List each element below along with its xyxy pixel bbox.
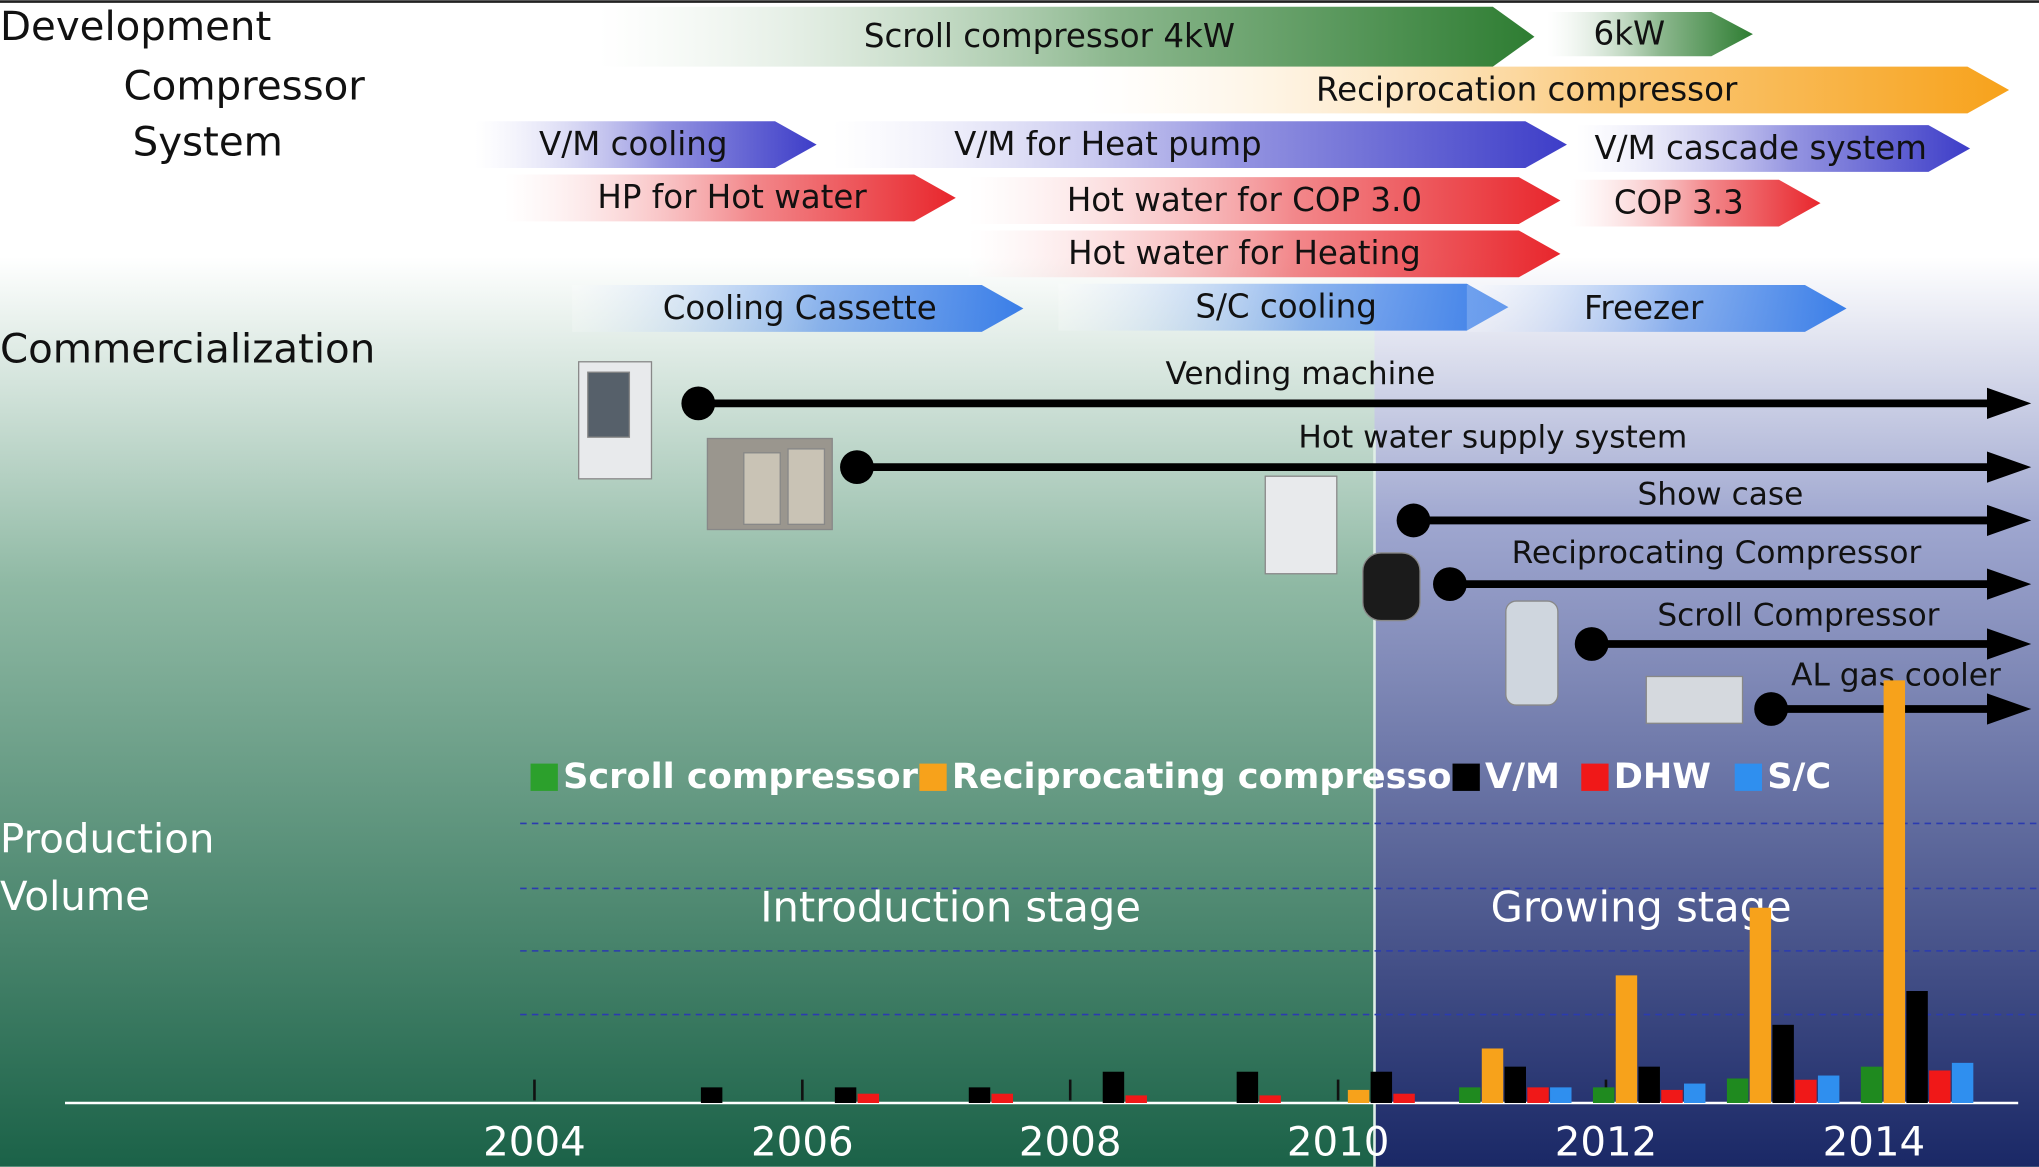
timeline-start — [1575, 627, 1609, 661]
bar — [1638, 1067, 1659, 1103]
bar — [1505, 1067, 1526, 1103]
arrow-label: Scroll compressor 4kW — [864, 17, 1235, 55]
bar — [1727, 1078, 1748, 1103]
timeline-start — [1754, 692, 1788, 726]
timeline-label: Scroll Compressor — [1657, 598, 1939, 634]
page: {"headings": {"development": "Developmen… — [0, 0, 2039, 1167]
bar — [1125, 1095, 1146, 1103]
arrow-label: S/C cooling — [1195, 287, 1377, 325]
bar — [969, 1087, 990, 1103]
legend-label: S/C — [1767, 756, 1831, 797]
legend-swatch — [919, 764, 946, 791]
bar — [1459, 1087, 1480, 1103]
bar — [1750, 908, 1771, 1103]
legend-label: DHW — [1614, 756, 1711, 797]
bar — [1371, 1072, 1392, 1103]
bar — [1550, 1087, 1571, 1103]
arrow-label: 6kW — [1594, 14, 1666, 52]
bar — [1593, 1087, 1614, 1103]
bar — [1393, 1094, 1414, 1103]
bar — [1684, 1084, 1705, 1103]
arrow-label: Hot water for Heating — [1068, 234, 1421, 272]
heading: Volume — [0, 873, 150, 920]
bar — [992, 1094, 1013, 1103]
x-tick-label: 2008 — [1019, 1119, 1122, 1166]
bar — [1952, 1063, 1973, 1103]
bar — [835, 1087, 856, 1103]
legend-swatch — [1453, 764, 1480, 791]
bar — [1906, 991, 1927, 1103]
stage-label: Introduction stage — [760, 883, 1141, 932]
x-tick-label: 2004 — [483, 1119, 586, 1166]
timeline-label: Reciprocating Compressor — [1512, 535, 1922, 571]
bar — [858, 1094, 879, 1103]
bar — [1482, 1048, 1503, 1103]
vending-machine-image — [588, 372, 630, 437]
heading: Commercialization — [0, 325, 375, 372]
gas-cooler-image — [1646, 676, 1742, 723]
arrow-label: Freezer — [1584, 289, 1704, 327]
bar — [1772, 1025, 1793, 1103]
bar — [1616, 975, 1637, 1103]
bar — [1259, 1095, 1280, 1103]
bar — [1661, 1090, 1682, 1103]
bar — [1884, 680, 1905, 1103]
arrow-label: HP for Hot water — [597, 178, 867, 216]
legend-swatch — [531, 764, 558, 791]
bar — [1237, 1072, 1258, 1103]
bar — [1103, 1072, 1124, 1103]
arrow-label: V/M for Heat pump — [954, 125, 1262, 163]
arrow-label: Cooling Cassette — [663, 289, 937, 327]
arrow-label: COP 3.3 — [1614, 183, 1744, 221]
timeline-label: Show case — [1638, 477, 1804, 513]
bar — [1527, 1087, 1548, 1103]
legend-label: Scroll compressor — [563, 756, 919, 797]
x-tick-label: 2012 — [1555, 1119, 1658, 1166]
slide: Development Compressor System Commercial… — [0, 0, 2039, 1167]
heading: Development — [0, 3, 271, 50]
bar — [1348, 1090, 1369, 1103]
heading: Production — [0, 816, 214, 863]
timeline-label: Vending machine — [1165, 356, 1435, 392]
bar — [1818, 1076, 1839, 1103]
arrow-label: Reciprocation compressor — [1316, 70, 1738, 108]
bar — [1861, 1067, 1882, 1103]
timeline-start — [1433, 567, 1467, 601]
legend-swatch — [1581, 764, 1608, 791]
stage-label: Growing stage — [1491, 883, 1792, 932]
hot-water-image — [744, 453, 780, 525]
timeline-start — [1397, 504, 1431, 538]
x-tick-label: 2010 — [1287, 1119, 1390, 1166]
x-tick-label: 2014 — [1823, 1119, 1926, 1166]
legend-label: V/M — [1485, 756, 1560, 797]
arrow-label: Hot water for COP 3.0 — [1067, 181, 1422, 219]
compressor-image — [1363, 553, 1420, 621]
heading: System — [133, 119, 283, 166]
legend-swatch — [1735, 764, 1762, 791]
hot-water-image — [788, 449, 824, 524]
arrow-label: V/M cooling — [539, 125, 727, 163]
timeline-start — [840, 450, 874, 484]
heading: Compressor — [124, 63, 366, 110]
scroll-image — [1506, 601, 1558, 705]
bar — [1795, 1080, 1816, 1103]
legend-label: Reciprocating compressor — [952, 756, 1470, 797]
showcase-image — [1265, 476, 1337, 574]
arrow-label: V/M cascade system — [1594, 129, 1927, 167]
x-tick-label: 2006 — [751, 1119, 854, 1166]
bar — [1929, 1070, 1950, 1103]
timeline-start — [681, 386, 715, 420]
bar — [701, 1087, 722, 1103]
timeline-label: Hot water supply system — [1298, 420, 1687, 456]
